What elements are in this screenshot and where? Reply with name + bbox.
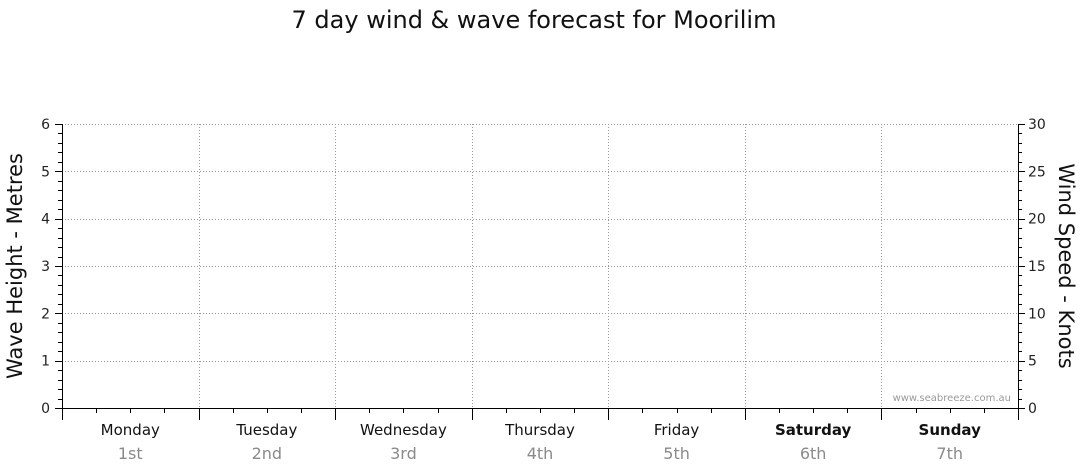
date-label: 3rd xyxy=(390,444,417,463)
day-label: Thursday xyxy=(504,421,575,439)
date-label: 7th xyxy=(936,444,963,463)
day-label: Friday xyxy=(654,421,700,439)
date-label: 1st xyxy=(118,444,143,463)
left-tick-label: 5 xyxy=(41,164,50,180)
right-tick-label: 20 xyxy=(1028,212,1046,228)
credit-text: www.seabreeze.com.au xyxy=(893,393,1011,404)
left-tick-label: 6 xyxy=(41,117,50,133)
left-tick-label: 3 xyxy=(41,259,50,275)
right-tick-label: 10 xyxy=(1028,306,1046,322)
grid-lines xyxy=(62,124,1018,408)
day-label: Saturday xyxy=(775,421,852,439)
chart-title: 7 day wind & wave forecast for Moorilim xyxy=(292,6,777,34)
date-label: 4th xyxy=(527,444,554,463)
right-axis-ticks: 0 5 10 15 20 25 30 xyxy=(1018,117,1046,417)
left-tick-label: 4 xyxy=(41,212,50,228)
date-label: 2nd xyxy=(252,444,282,463)
left-tick-label: 0 xyxy=(41,401,50,417)
date-label: 5th xyxy=(663,444,690,463)
right-tick-label: 15 xyxy=(1028,259,1046,275)
left-axis-ticks: 0 1 2 3 4 5 6 xyxy=(41,117,62,417)
right-tick-label: 25 xyxy=(1028,164,1046,180)
left-tick-label: 2 xyxy=(41,306,50,322)
day-labels: Monday 1st Tuesday 2nd Wednesday 3rd Thursday 4… xyxy=(101,421,981,463)
right-tick-label: 30 xyxy=(1028,117,1046,133)
left-axis-title: Wave Height - Metres xyxy=(3,153,27,379)
day-label: Sunday xyxy=(919,421,982,439)
right-axis-title: Wind Speed - Knots xyxy=(1054,163,1078,368)
right-tick-label: 0 xyxy=(1028,401,1037,417)
day-label: Tuesday xyxy=(235,421,297,439)
date-label: 6th xyxy=(800,444,827,463)
x-axis-ticks xyxy=(62,408,1019,420)
day-label: Wednesday xyxy=(360,421,447,439)
right-tick-label: 5 xyxy=(1028,354,1037,370)
day-label: Monday xyxy=(101,421,160,439)
left-tick-label: 1 xyxy=(41,354,50,370)
